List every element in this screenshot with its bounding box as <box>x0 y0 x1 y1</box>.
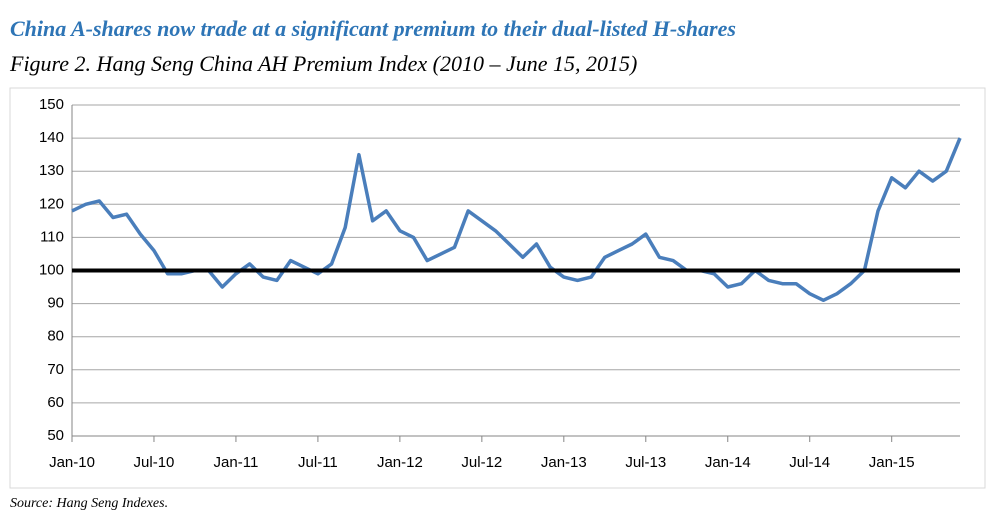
y-tick-label: 70 <box>47 361 64 378</box>
y-tick-label: 80 <box>47 328 64 345</box>
y-tick-label: 60 <box>47 394 64 411</box>
x-tick-label: Jan-12 <box>377 454 423 471</box>
x-tick-label: Jan-11 <box>214 454 259 471</box>
y-tick-label: 50 <box>47 427 64 444</box>
y-tick-label: 90 <box>47 295 64 312</box>
x-tick-label: Jul-12 <box>461 454 502 471</box>
x-tick-label: Jan-15 <box>869 454 915 471</box>
y-tick-label: 150 <box>39 96 64 113</box>
x-tick-label: Jul-11 <box>298 454 338 471</box>
x-tick-label: Jan-10 <box>49 454 95 471</box>
y-tick-label: 100 <box>39 261 64 278</box>
y-tick-label: 130 <box>39 162 64 179</box>
y-tick-label: 120 <box>39 195 64 212</box>
x-tick-label: Jul-10 <box>134 454 175 471</box>
x-tick-label: Jul-14 <box>789 454 830 471</box>
x-tick-label: Jul-13 <box>625 454 666 471</box>
chart-title: China A-shares now trade at a significan… <box>10 16 736 41</box>
x-tick-label: Jan-13 <box>541 454 587 471</box>
y-tick-label: 110 <box>40 228 64 245</box>
x-tick-label: Jan-14 <box>705 454 751 471</box>
chart-frame <box>9 87 986 489</box>
chart-subtitle: Figure 2. Hang Seng China AH Premium Ind… <box>9 51 637 76</box>
data-line <box>71 137 962 303</box>
y-tick-label: 140 <box>39 129 64 146</box>
source-note: Source: Hang Seng Indexes. <box>10 496 168 511</box>
